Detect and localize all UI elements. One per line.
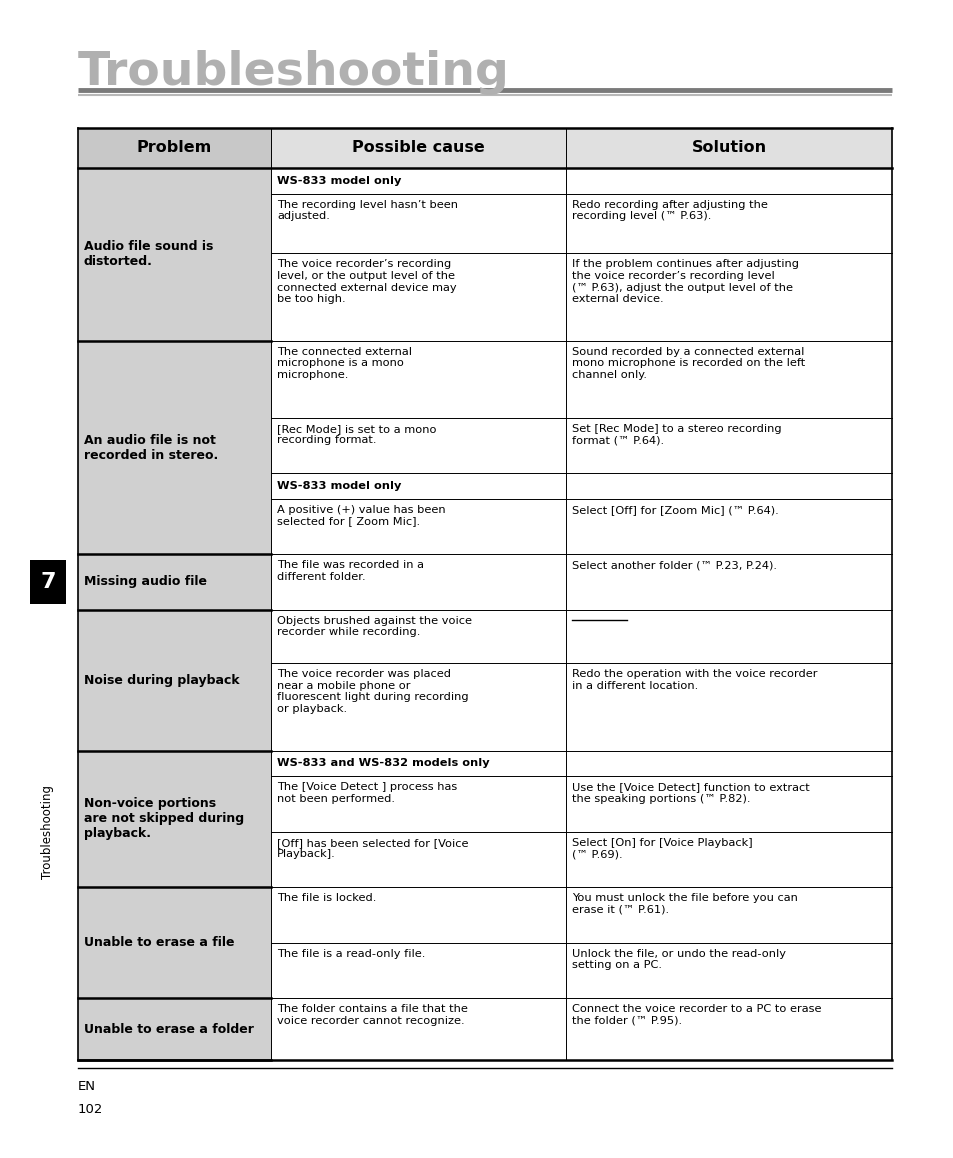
Text: Use the [Voice Detect] function to extract
the speaking portions (™ P.82).: Use the [Voice Detect] function to extra… [572, 782, 809, 804]
Bar [565, 664, 891, 750]
Text: Redo recording after adjusting the
recording level (™ P.63).: Redo recording after adjusting the recor… [572, 199, 767, 221]
Text: 102: 102 [78, 1104, 103, 1116]
Bar [271, 998, 565, 1060]
Text: WS-833 and WS-832 models only: WS-833 and WS-832 models only [276, 758, 489, 769]
Bar [565, 418, 891, 474]
Text: Set [Rec Mode] to a stereo recording
format (™ P.64).: Set [Rec Mode] to a stereo recording for… [572, 424, 781, 446]
Bar [271, 193, 565, 254]
Bar [271, 168, 891, 193]
Text: Select [Off] for [Zoom Mic] (™ P.64).: Select [Off] for [Zoom Mic] (™ P.64). [572, 505, 778, 515]
Text: Troubleshooting: Troubleshooting [42, 785, 54, 879]
Text: The file is locked.: The file is locked. [276, 893, 376, 903]
Text: Select another folder (™ P.23, P.24).: Select another folder (™ P.23, P.24). [572, 560, 776, 570]
Bar [271, 254, 565, 340]
Text: Select [On] for [Voice Playback]
(™ P.69).: Select [On] for [Voice Playback] (™ P.69… [572, 837, 752, 859]
Text: The recording level hasn’t been
adjusted.: The recording level hasn’t been adjusted… [276, 199, 457, 221]
Bar [271, 340, 565, 418]
Bar [30, 560, 66, 604]
Bar [271, 610, 565, 664]
Text: Non-voice portions
are not skipped during
playback.: Non-voice portions are not skipped durin… [84, 798, 244, 841]
Bar [78, 750, 271, 887]
Text: Problem: Problem [136, 140, 212, 155]
Text: Solution: Solution [691, 140, 766, 155]
Bar [78, 129, 271, 168]
Bar [565, 499, 891, 555]
Bar [565, 610, 891, 664]
Bar [565, 254, 891, 340]
Text: A positive (+) value has been
selected for [ Zoom Mic].: A positive (+) value has been selected f… [276, 505, 445, 527]
Text: WS-833 model only: WS-833 model only [276, 481, 401, 491]
Bar [271, 555, 565, 610]
Text: Missing audio file: Missing audio file [84, 576, 207, 588]
Bar [565, 129, 891, 168]
Bar [271, 664, 565, 750]
Bar [271, 887, 565, 943]
Bar [78, 555, 271, 610]
Bar [271, 499, 565, 555]
Text: 7: 7 [40, 572, 55, 592]
Text: Unable to erase a file: Unable to erase a file [84, 936, 234, 950]
Text: Noise during playback: Noise during playback [84, 674, 239, 687]
Text: Redo the operation with the voice recorder
in a different location.: Redo the operation with the voice record… [572, 669, 817, 690]
Bar [565, 555, 891, 610]
Text: You must unlock the file before you can
erase it (™ P.61).: You must unlock the file before you can … [572, 893, 797, 915]
Text: The folder contains a file that the
voice recorder cannot recognize.: The folder contains a file that the voic… [276, 1004, 467, 1026]
Text: The file was recorded in a
different folder.: The file was recorded in a different fol… [276, 560, 423, 581]
Bar [271, 943, 565, 998]
Text: The file is a read-only file.: The file is a read-only file. [276, 948, 425, 959]
Text: The voice recorder was placed
near a mobile phone or
fluorescent light during re: The voice recorder was placed near a mob… [276, 669, 468, 713]
Text: Unable to erase a folder: Unable to erase a folder [84, 1023, 253, 1035]
Bar [78, 887, 271, 998]
Text: Possible cause: Possible cause [352, 140, 484, 155]
Text: EN: EN [78, 1080, 96, 1093]
Text: Unlock the file, or undo the read-only
setting on a PC.: Unlock the file, or undo the read-only s… [572, 948, 785, 970]
Text: [Rec Mode] is set to a mono
recording format.: [Rec Mode] is set to a mono recording fo… [276, 424, 436, 446]
Bar [565, 193, 891, 254]
Bar [271, 129, 565, 168]
Text: [Off] has been selected for [Voice
Playback].: [Off] has been selected for [Voice Playb… [276, 837, 468, 859]
Bar [78, 610, 271, 750]
Bar [565, 887, 891, 943]
Bar [271, 418, 565, 474]
Text: WS-833 model only: WS-833 model only [276, 176, 401, 185]
Bar [78, 168, 271, 340]
Text: Troubleshooting: Troubleshooting [78, 50, 509, 95]
Text: The connected external
microphone is a mono
microphone.: The connected external microphone is a m… [276, 347, 412, 380]
Text: The voice recorder’s recording
level, or the output level of the
connected exter: The voice recorder’s recording level, or… [276, 259, 456, 305]
Bar [78, 340, 271, 555]
Bar [271, 776, 565, 831]
Text: Objects brushed against the voice
recorder while recording.: Objects brushed against the voice record… [276, 616, 472, 637]
Bar [565, 776, 891, 831]
Bar [565, 998, 891, 1060]
Text: Sound recorded by a connected external
mono microphone is recorded on the left
c: Sound recorded by a connected external m… [572, 347, 804, 380]
Bar [271, 750, 891, 776]
Text: If the problem continues after adjusting
the voice recorder’s recording level
(™: If the problem continues after adjusting… [572, 259, 799, 305]
Bar [271, 474, 891, 499]
Bar [78, 998, 271, 1060]
Bar [565, 340, 891, 418]
Bar [271, 831, 565, 887]
Bar [565, 943, 891, 998]
Text: The [Voice Detect ] process has
not been performed.: The [Voice Detect ] process has not been… [276, 782, 456, 804]
Text: Connect the voice recorder to a PC to erase
the folder (™ P.95).: Connect the voice recorder to a PC to er… [572, 1004, 821, 1026]
Text: An audio file is not
recorded in stereo.: An audio file is not recorded in stereo. [84, 433, 218, 462]
Text: Audio file sound is
distorted.: Audio file sound is distorted. [84, 241, 213, 269]
Bar [565, 831, 891, 887]
